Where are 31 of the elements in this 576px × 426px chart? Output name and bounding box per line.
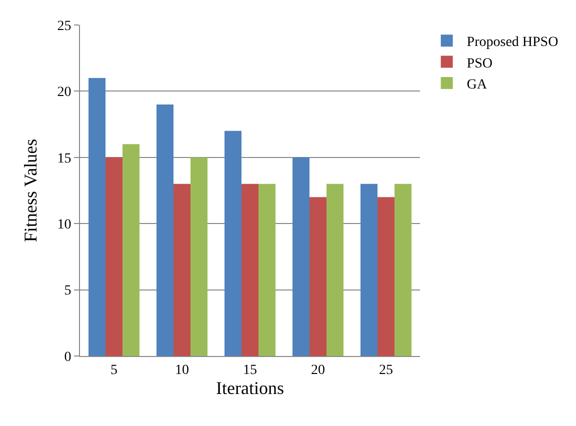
x-tick-label: 5 bbox=[110, 362, 118, 378]
bar bbox=[242, 184, 258, 356]
y-tick-label: 15 bbox=[57, 151, 72, 166]
x-tick-label: 10 bbox=[175, 362, 189, 378]
y-tick-label: 0 bbox=[64, 350, 72, 365]
x-tick-label: 15 bbox=[243, 362, 257, 378]
bar bbox=[394, 184, 412, 356]
legend-label: PSO bbox=[466, 56, 492, 72]
bar bbox=[258, 184, 276, 356]
bar bbox=[174, 184, 190, 356]
legend-label: GA bbox=[466, 77, 488, 92]
bar bbox=[310, 197, 326, 356]
y-tick-label: 20 bbox=[57, 85, 72, 100]
y-tick-label: 25 bbox=[57, 18, 72, 34]
x-tick-label: 25 bbox=[379, 362, 393, 378]
x-tick-label: 20 bbox=[311, 362, 325, 378]
bar bbox=[378, 197, 394, 356]
legend-label: Proposed HPSO bbox=[466, 35, 558, 50]
bar bbox=[326, 184, 344, 356]
bar bbox=[122, 144, 140, 356]
y-axis-title: Fitness Values bbox=[20, 138, 40, 242]
y-tick-label: 5 bbox=[64, 284, 72, 299]
bar bbox=[156, 104, 174, 356]
bar bbox=[106, 157, 122, 356]
bar bbox=[224, 130, 242, 356]
bar bbox=[190, 157, 208, 356]
bar bbox=[88, 78, 106, 356]
y-tick-label: 10 bbox=[57, 218, 72, 232]
bar bbox=[292, 157, 310, 356]
x-axis-title: Iterations bbox=[216, 378, 284, 398]
bar bbox=[360, 184, 378, 356]
